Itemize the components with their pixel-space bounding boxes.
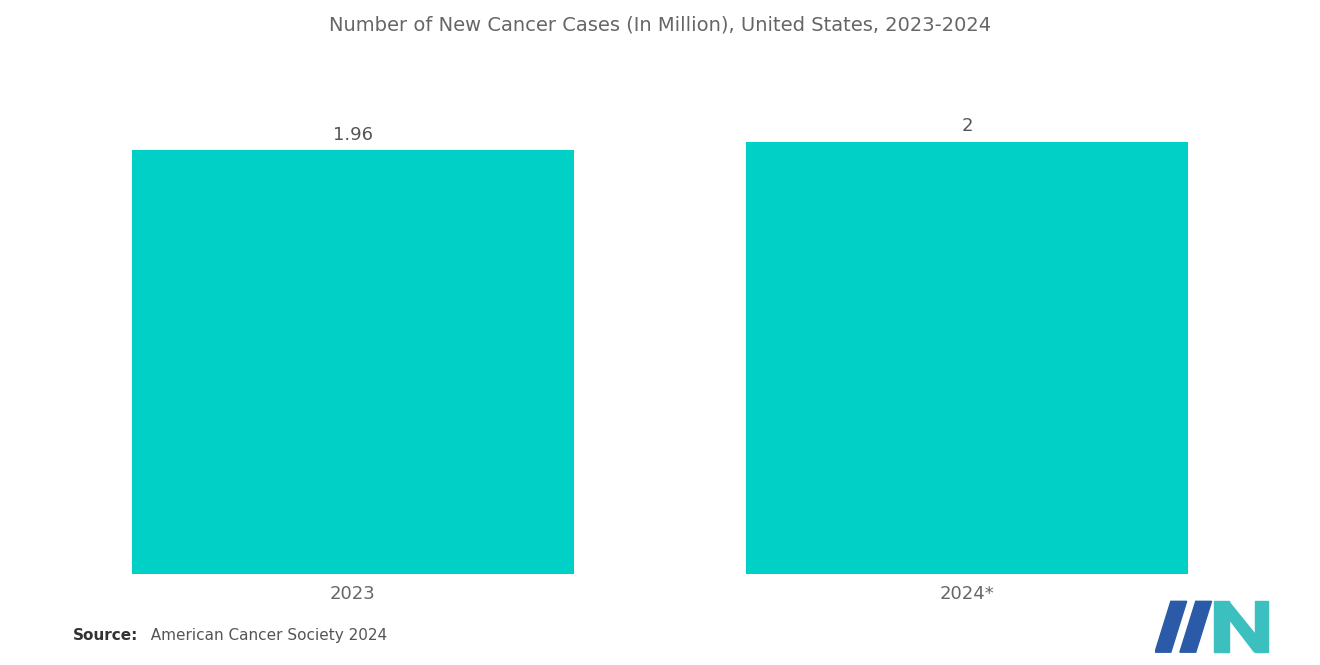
Text: American Cancer Society 2024: American Cancer Society 2024	[141, 628, 387, 643]
Text: 2: 2	[961, 117, 973, 135]
Bar	[132, 150, 574, 575]
Polygon shape	[1254, 601, 1269, 652]
Polygon shape	[1155, 601, 1187, 652]
Title: Number of New Cancer Cases (In Million), United States, 2023-2024: Number of New Cancer Cases (In Million),…	[329, 15, 991, 34]
Text: Source:: Source:	[73, 628, 139, 643]
Polygon shape	[1214, 601, 1229, 652]
Bar	[746, 142, 1188, 575]
Text: 1.96: 1.96	[333, 126, 372, 144]
Polygon shape	[1180, 601, 1212, 652]
Polygon shape	[1229, 601, 1254, 652]
